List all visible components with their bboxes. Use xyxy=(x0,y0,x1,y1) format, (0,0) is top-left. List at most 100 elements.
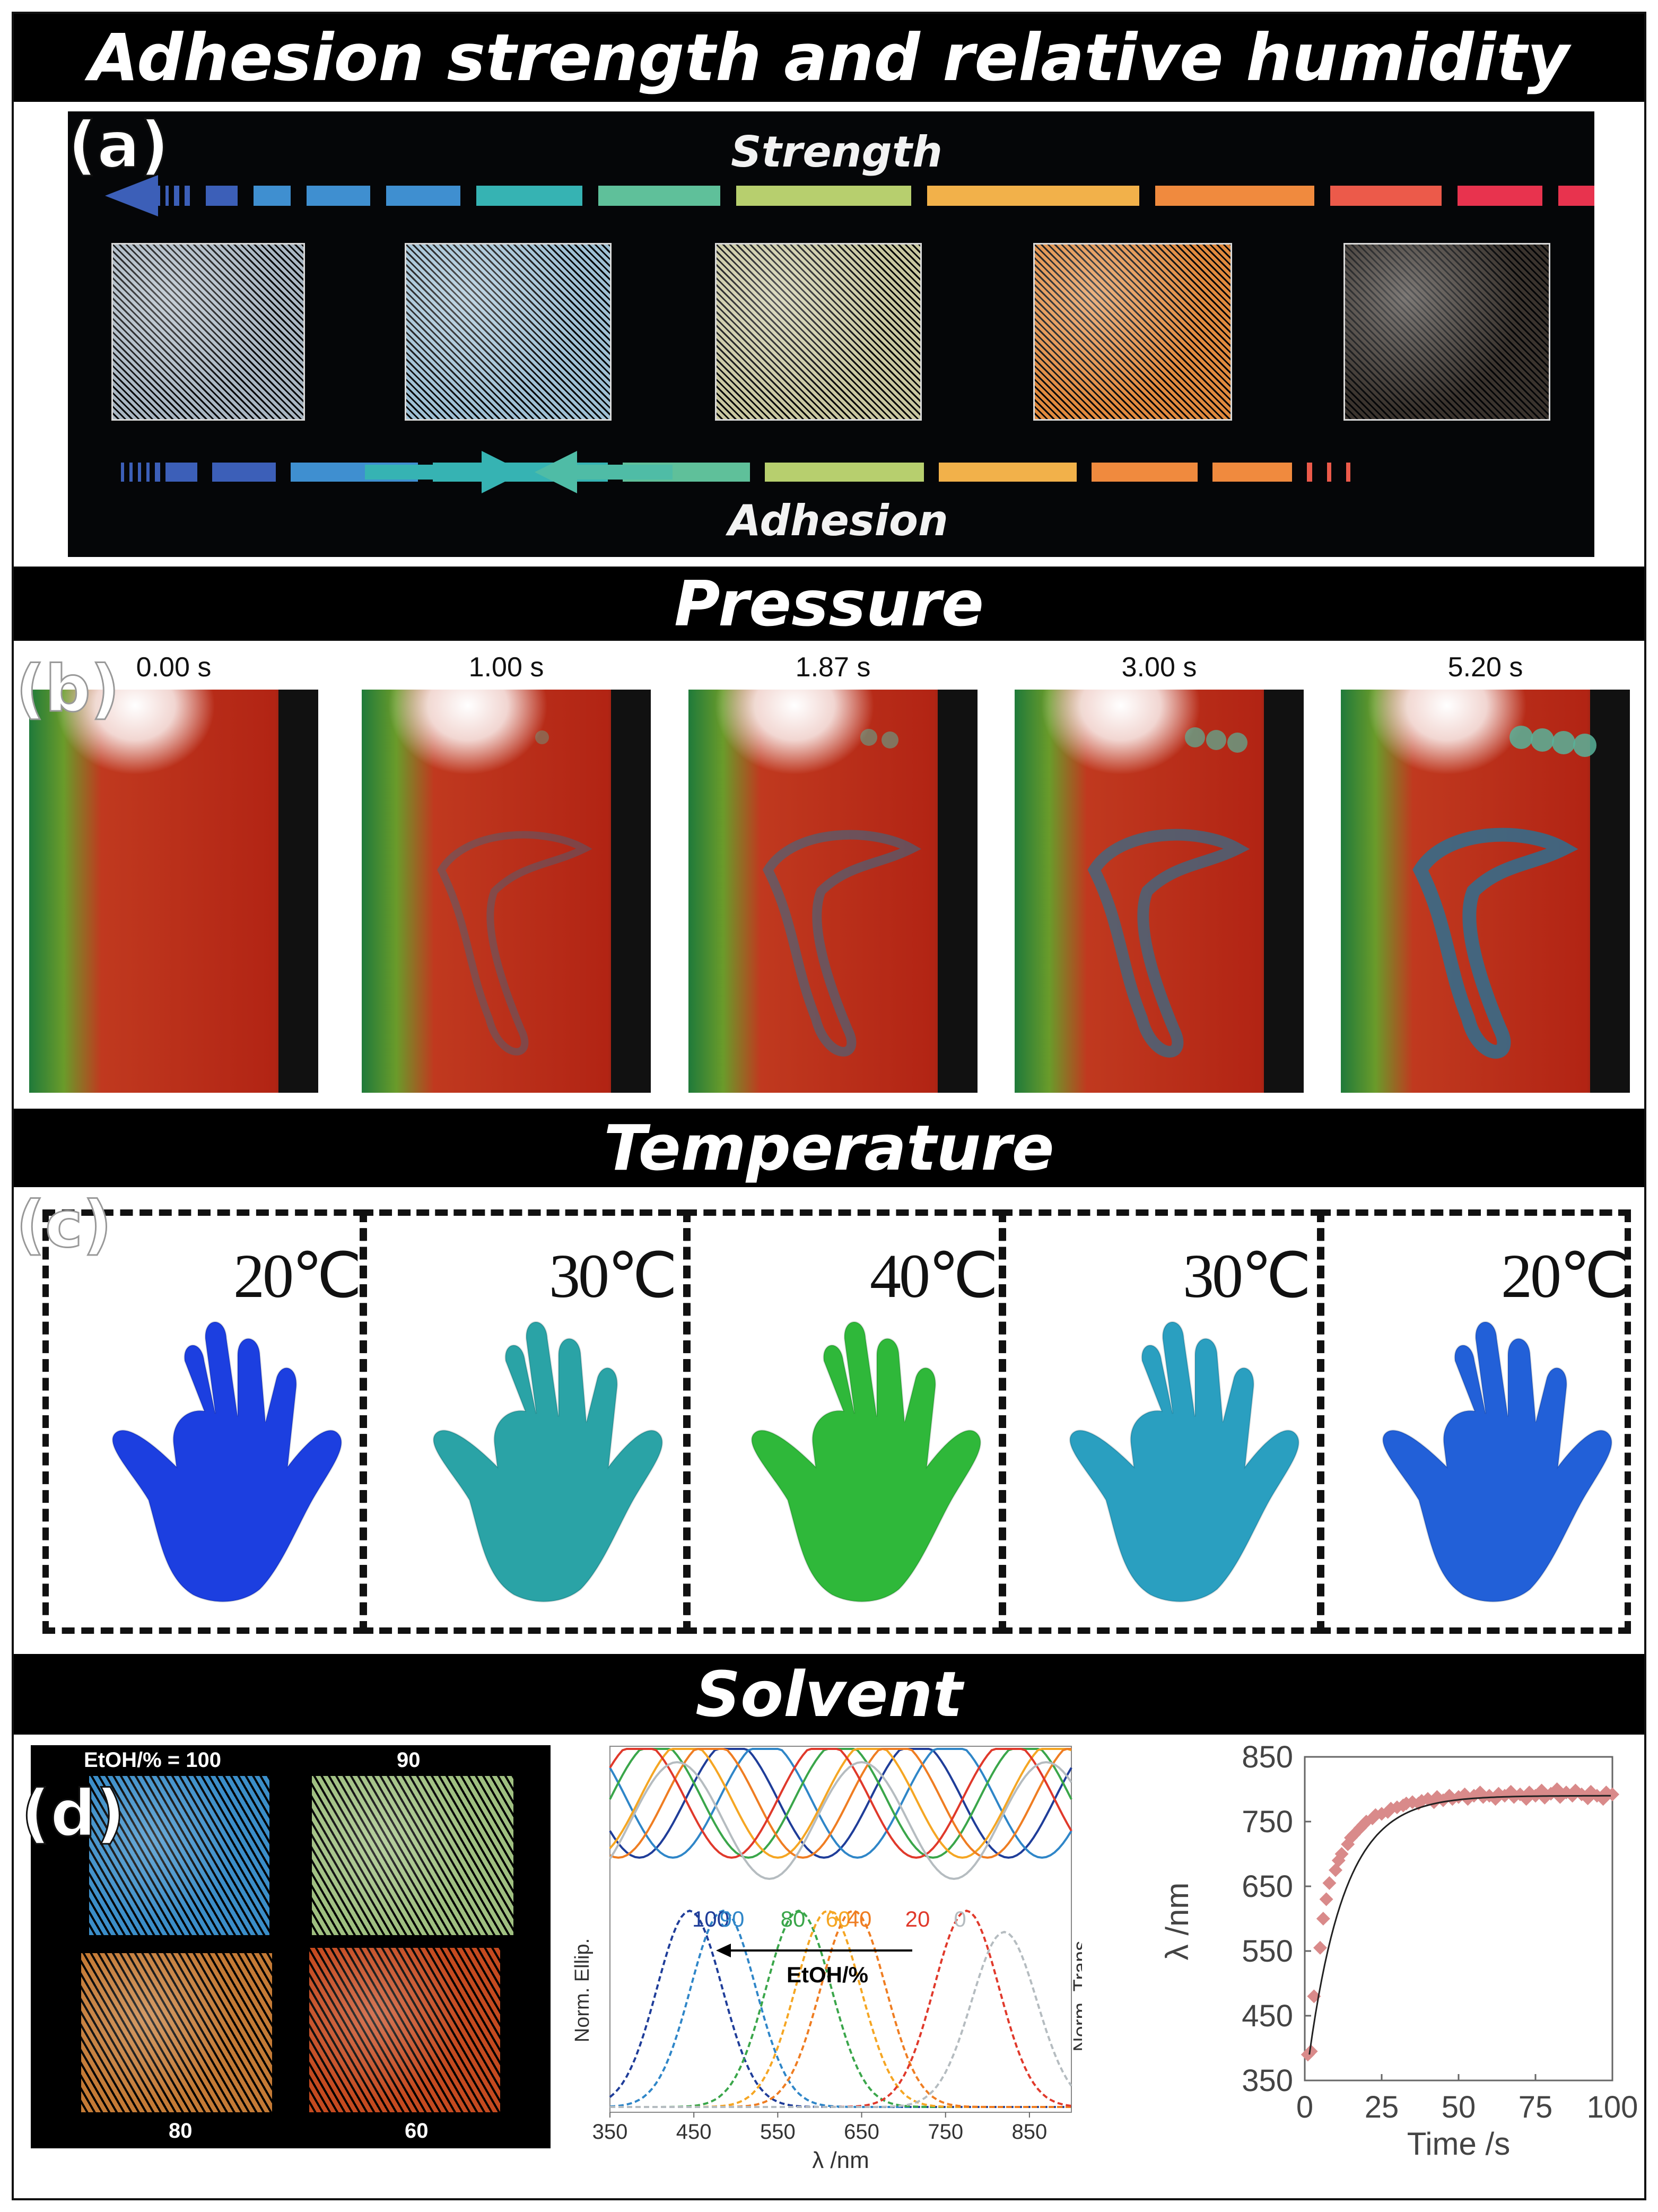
toe-print xyxy=(1206,730,1226,750)
panel-a-image: Strength Adhesion xyxy=(68,111,1594,557)
data-point xyxy=(1488,1792,1503,1806)
data-point xyxy=(1458,1787,1472,1801)
data-point xyxy=(1519,1792,1533,1806)
etoh-annotation: EtOH/% xyxy=(787,1962,868,1987)
series-label: 40 xyxy=(847,1906,872,1931)
data-point xyxy=(1559,1786,1573,1800)
data-point xyxy=(1550,1782,1564,1796)
strength-bar-segment xyxy=(185,186,190,206)
panel-b-letter: (b) xyxy=(15,652,121,726)
x-tick-label: 75 xyxy=(1519,2090,1553,2124)
data-point xyxy=(1390,1800,1404,1815)
toe-print xyxy=(535,730,549,744)
strength-bar-segment xyxy=(1155,186,1314,206)
banner-temperature-text: Temperature xyxy=(604,1111,1054,1185)
x-tick-label: 350 xyxy=(592,2120,628,2144)
y-tick-label: 650 xyxy=(1242,1869,1293,1904)
photo-label-80: 80 xyxy=(169,2119,193,2143)
banner-pressure-text: Pressure xyxy=(674,567,984,640)
x-axis-label: Time /s xyxy=(1407,2126,1510,2162)
photo-label-100: EtOH/% = 100 xyxy=(84,1748,222,1772)
strength-bar-segment xyxy=(174,186,179,206)
pressure-frame-4-art xyxy=(1015,690,1304,1093)
temp-label-1: 20℃ xyxy=(233,1241,362,1311)
banner-solvent-text: Solvent xyxy=(695,1658,963,1731)
pressure-frame-1-art xyxy=(29,690,318,1093)
strength-bar-segment xyxy=(165,186,169,206)
adhesion-bar-segment xyxy=(1346,463,1350,482)
banner-pressure: Pressure xyxy=(14,567,1644,641)
adhesion-bar-segment xyxy=(155,463,160,482)
adhesion-arrow-shaft-right xyxy=(577,465,673,480)
data-point xyxy=(1427,1795,1441,1809)
pressure-frame-2-art xyxy=(362,690,651,1093)
temp-label-5: 20℃ xyxy=(1501,1241,1630,1311)
adhesion-bar-segment xyxy=(765,463,924,482)
toe-print xyxy=(1509,726,1533,749)
light-glare xyxy=(1367,690,1526,774)
time-label-4: 3.00 s xyxy=(1121,652,1197,683)
adhesion-arrow-left xyxy=(535,451,577,493)
strength-bar-segment xyxy=(1330,186,1442,206)
photo-60 xyxy=(309,1948,500,2112)
photo-label-90: 90 xyxy=(397,1748,421,1772)
pressure-frame-5-art xyxy=(1341,690,1630,1093)
data-point xyxy=(1313,1940,1327,1955)
y-tick-label: 550 xyxy=(1242,1934,1293,1969)
time-label-2: 1.00 s xyxy=(468,652,544,683)
hand-shape xyxy=(111,1321,343,1603)
panel-c-letter: (c) xyxy=(15,1188,113,1262)
swatch-4 xyxy=(1033,243,1232,421)
strength-bar-segment xyxy=(476,186,582,206)
ellipsometry-curve xyxy=(609,1748,1072,1859)
strength-label: Strength xyxy=(731,127,943,177)
footprint-outline xyxy=(762,830,922,1057)
adhesion-bar-segment xyxy=(138,463,141,482)
light-glare xyxy=(715,690,874,774)
hand-shape xyxy=(1382,1321,1613,1603)
strength-bar-segment xyxy=(386,186,460,206)
y-tick-label: 850 xyxy=(1242,1741,1293,1774)
kinetics-plot-area xyxy=(1304,1756,1613,2082)
pressure-frame-edge xyxy=(1264,690,1304,1093)
strength-bar-segment xyxy=(307,186,370,206)
data-point xyxy=(1513,1787,1527,1801)
ellipsometry-curve xyxy=(609,1748,1072,1859)
ellipsometry-curve xyxy=(609,1748,1071,1859)
toe-print xyxy=(1552,731,1575,754)
data-point xyxy=(1498,1789,1512,1803)
hand-icon xyxy=(1382,1321,1613,1603)
y-tick-label: 750 xyxy=(1242,1805,1293,1839)
ellipsometry-curve xyxy=(609,1748,1072,1859)
y-axis-label-right: Norm. Trans. xyxy=(1070,1935,1082,2052)
panel-a-bars xyxy=(105,175,1594,493)
pressure-frame-3 xyxy=(688,690,978,1093)
x-tick-label: 0 xyxy=(1296,2090,1313,2124)
temp-label-4: 30℃ xyxy=(1183,1241,1312,1311)
strength-bar-segment xyxy=(1458,186,1542,206)
data-point xyxy=(1316,1912,1330,1926)
hand-shape xyxy=(751,1321,982,1603)
transmission-curve xyxy=(610,1930,1072,2108)
adhesion-bar-segment xyxy=(1092,463,1198,482)
solvent-photos: EtOH/% = 100 90 80 60 xyxy=(31,1745,551,2148)
footprint-outline xyxy=(1412,828,1578,1059)
photo-100 xyxy=(89,1776,269,1935)
photo-80 xyxy=(81,1953,272,2112)
temp-box-5 xyxy=(1318,1209,1631,1634)
swatch-2 xyxy=(405,243,612,421)
footprint-outline xyxy=(1087,829,1250,1058)
y-tick-label: 350 xyxy=(1242,2063,1293,2098)
footprint-outline xyxy=(437,831,592,1056)
x-tick-label: 450 xyxy=(676,2120,712,2144)
adhesion-bar-segment xyxy=(1307,463,1312,482)
hand-shape xyxy=(432,1321,664,1603)
toe-print xyxy=(1573,734,1596,757)
toe-print xyxy=(860,729,877,746)
adhesion-bar-segment xyxy=(212,463,276,482)
time-label-1: 0.00 s xyxy=(136,652,212,683)
y-tick-label: 450 xyxy=(1242,1999,1293,2033)
pressure-frame-edge xyxy=(278,690,318,1093)
photo-90 xyxy=(312,1776,513,1935)
data-point xyxy=(1319,1892,1333,1906)
